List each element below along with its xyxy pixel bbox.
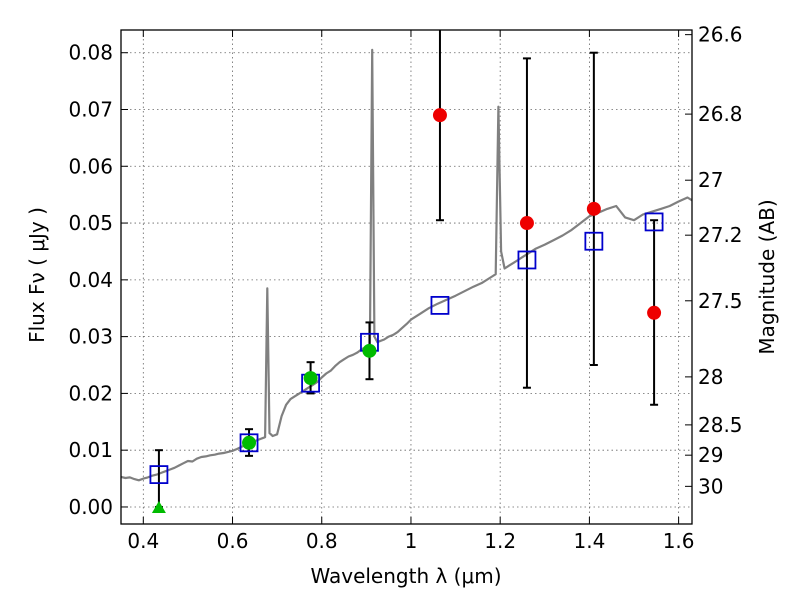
y-tick-label: 0.06 [68,154,113,178]
red-point [432,108,447,123]
model-square [430,295,450,315]
green-point [362,343,377,358]
plot-frame [120,29,693,525]
y-tick-label: 0.00 [68,495,113,519]
upper-limit-triangle [151,500,166,513]
model-square [517,250,537,270]
y-tick-label: 0.04 [68,268,113,292]
model-square [239,433,259,453]
model-square [149,465,169,485]
y-tick-label: 0.05 [68,211,113,235]
y-tick-label: 0.08 [68,41,113,65]
x-tick-label: 0.8 [306,529,338,553]
spectrum-series [120,48,693,482]
green-point [303,371,318,386]
y-tick-label: 0.03 [68,325,113,349]
axis-ticks [121,30,692,524]
tick-labels: 0.4 0.6 0.8 1 1.2 1.4 1.6 0.00 0.01 0.02 0.03 0.04 0… [68,23,742,553]
x-tick-label: 0.6 [217,529,249,553]
y2-tick-label: 27 [698,168,723,192]
x-tick-label: 0.4 [127,529,159,553]
model-points [149,212,664,485]
y2-tick-label: 26.6 [698,23,743,47]
x-tick-label: 1 [405,529,418,553]
y2-tick-label: 26.8 [698,102,743,126]
y-tick-label: 0.02 [68,381,113,405]
y2-tick-label: 27.5 [698,289,743,313]
y2-tick-label: 29 [698,443,723,467]
y2-tick-label: 28.5 [698,413,743,437]
x-axis-label: Wavelength λ (μm) [310,564,501,588]
red-point [519,216,534,231]
grid-lines [121,30,692,524]
y-tick-label: 0.07 [68,97,113,121]
model-square [584,231,604,251]
x-tick-label: 1.4 [573,529,605,553]
red-point [586,201,601,216]
photometry-points [151,108,662,513]
y-axis-label: Flux Fν ( μJy ) [25,207,49,343]
y2-tick-label: 30 [698,474,723,498]
x-tick-label: 1.6 [663,529,695,553]
spectrum-line [120,48,693,482]
y2-tick-label: 28 [698,365,723,389]
y2-tick-label: 27.2 [698,223,743,247]
red-point [647,305,662,320]
model-square [644,212,664,232]
x-tick-label: 1.2 [484,529,516,553]
y-tick-label: 0.01 [68,438,113,462]
green-point [242,435,257,450]
y2-axis-label: Magnitude (AB) [755,199,779,354]
